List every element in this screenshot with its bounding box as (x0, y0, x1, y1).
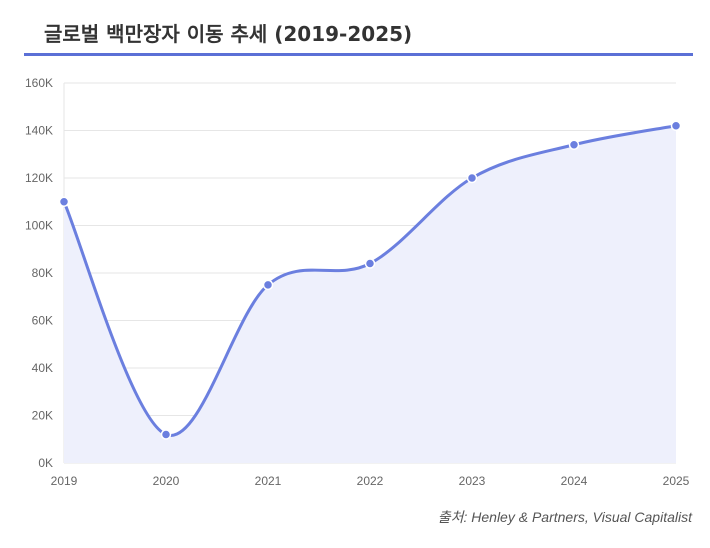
title-underline (24, 53, 693, 56)
y-tick-label: 60K (32, 314, 53, 328)
area-fill-layer (64, 125, 676, 463)
x-tick-label: 2022 (357, 474, 384, 488)
y-axis-ticks: 0K 20K 40K 60K 80K 100K 120K 140K 160K (25, 76, 53, 470)
y-tick-label: 100K (25, 219, 53, 233)
y-tick-label: 0K (38, 456, 53, 470)
y-tick-label: 20K (32, 409, 53, 423)
data-point (568, 139, 580, 150)
source-note: 출처: Henley & Partners, Visual Capitalist (437, 509, 692, 525)
data-point (160, 429, 172, 440)
x-tick-label: 2023 (459, 474, 486, 488)
data-points (58, 120, 682, 440)
series-line (62, 124, 677, 437)
y-tick-label: 160K (25, 76, 53, 90)
area-fill (64, 125, 676, 463)
data-point (58, 196, 70, 207)
x-tick-label: 2021 (255, 474, 282, 488)
x-tick-label: 2025 (663, 474, 690, 488)
y-tick-label: 120K (25, 171, 53, 185)
series-line-layer (62, 124, 677, 437)
x-tick-label: 2020 (153, 474, 180, 488)
x-tick-label: 2019 (51, 474, 78, 488)
data-point (364, 258, 376, 269)
y-tick-label: 140K (25, 124, 53, 138)
x-tick-label: 2024 (561, 474, 588, 488)
x-axis-ticks: 2019 2020 2021 2022 2023 2024 2025 (51, 474, 690, 488)
data-point (670, 120, 682, 131)
chart-title: 글로벌 백만장자 이동 추세 (2019-2025) (44, 22, 413, 46)
data-point (466, 172, 478, 184)
y-tick-label: 40K (32, 361, 53, 375)
data-point (262, 279, 274, 291)
y-tick-label: 80K (32, 266, 53, 280)
